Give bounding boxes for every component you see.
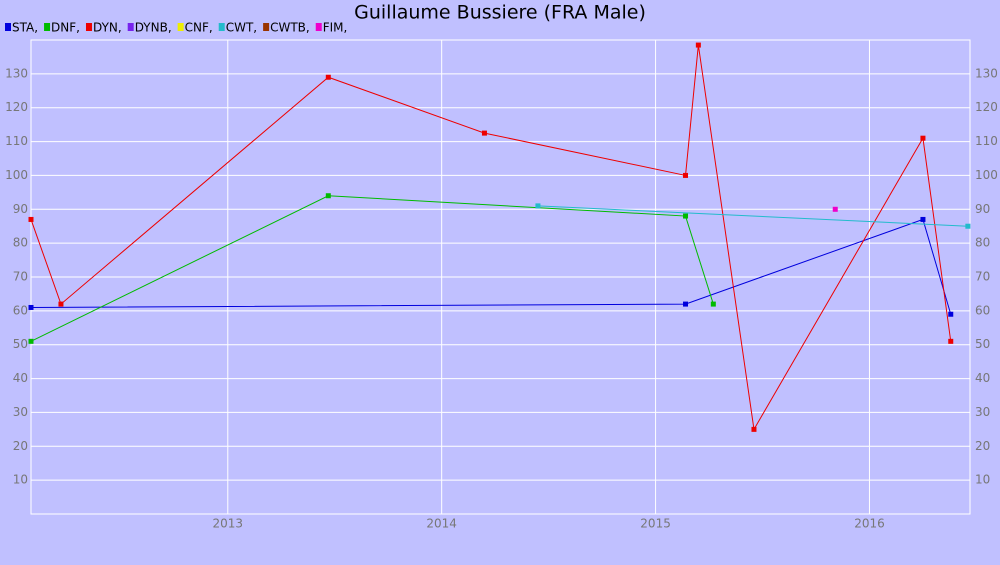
y-tick-label: 50 xyxy=(13,337,28,351)
point xyxy=(683,213,689,219)
y-tick-label: 20 xyxy=(13,439,28,453)
x-tick-label: 2015 xyxy=(640,517,671,531)
y-tick-label: 90 xyxy=(13,202,28,216)
y-tick-label: 120 xyxy=(5,100,28,114)
legend-swatch xyxy=(263,23,270,31)
legend-swatch xyxy=(127,23,134,31)
legend-label: CWTB, xyxy=(270,21,310,35)
legend-swatch xyxy=(177,23,184,31)
y-tick-label-right: 120 xyxy=(975,100,998,114)
legend-label: FIM, xyxy=(323,21,348,35)
point xyxy=(683,172,689,178)
point xyxy=(920,216,926,222)
point xyxy=(325,74,331,80)
point xyxy=(965,223,971,229)
point xyxy=(948,311,954,317)
y-tick-label-right: 20 xyxy=(975,439,990,453)
y-tick-label: 30 xyxy=(13,405,28,419)
series-line xyxy=(30,195,714,342)
legend-swatch xyxy=(44,23,51,31)
legend-label: CNF, xyxy=(185,21,213,35)
point xyxy=(832,206,838,212)
point xyxy=(325,193,331,199)
y-tick-label-right: 100 xyxy=(975,168,998,182)
y-tick-label-right: 130 xyxy=(975,66,998,80)
point xyxy=(710,301,716,307)
point xyxy=(948,338,954,344)
point xyxy=(481,130,487,136)
point xyxy=(28,216,34,222)
point xyxy=(751,426,757,432)
point xyxy=(695,42,701,48)
series-line xyxy=(30,218,952,315)
y-tick-label: 40 xyxy=(13,371,28,385)
y-tick-label-right: 10 xyxy=(975,473,990,487)
series-line xyxy=(537,205,968,227)
legend-swatch xyxy=(85,23,92,31)
y-tick-label-right: 90 xyxy=(975,202,990,216)
y-tick-label: 130 xyxy=(5,66,28,80)
legend-label: DNF, xyxy=(51,21,80,35)
y-tick-label-right: 70 xyxy=(975,270,990,284)
x-tick-label: 2016 xyxy=(854,517,885,531)
point xyxy=(58,301,64,307)
x-tick-label: 2014 xyxy=(426,517,457,531)
point xyxy=(28,304,34,310)
x-tick-label: 2013 xyxy=(213,517,244,531)
y-tick-label-right: 80 xyxy=(975,236,990,250)
y-tick-label: 80 xyxy=(13,236,28,250)
y-tick-label: 60 xyxy=(13,303,28,317)
legend-label: DYNB, xyxy=(135,21,172,35)
legend-swatch xyxy=(218,23,225,31)
point xyxy=(920,135,926,141)
point xyxy=(683,301,689,307)
legend-label: CWT, xyxy=(226,21,257,35)
point xyxy=(535,203,541,209)
y-tick-label-right: 60 xyxy=(975,303,990,317)
y-tick-label: 10 xyxy=(13,473,28,487)
y-tick-label: 70 xyxy=(13,270,28,284)
y-tick-label: 110 xyxy=(5,134,28,148)
y-tick-label-right: 110 xyxy=(975,134,998,148)
y-tick-label-right: 50 xyxy=(975,337,990,351)
legend-swatch xyxy=(5,23,11,31)
legend-label: STA, xyxy=(12,21,38,35)
y-tick-label-right: 30 xyxy=(975,405,990,419)
chart-title: Guillaume Bussiere (FRA Male) xyxy=(354,2,646,24)
y-tick-label: 100 xyxy=(5,168,28,182)
y-tick-label-right: 40 xyxy=(975,371,990,385)
legend-swatch xyxy=(315,23,322,31)
point xyxy=(28,338,34,344)
legend-label: DYN, xyxy=(93,21,122,35)
